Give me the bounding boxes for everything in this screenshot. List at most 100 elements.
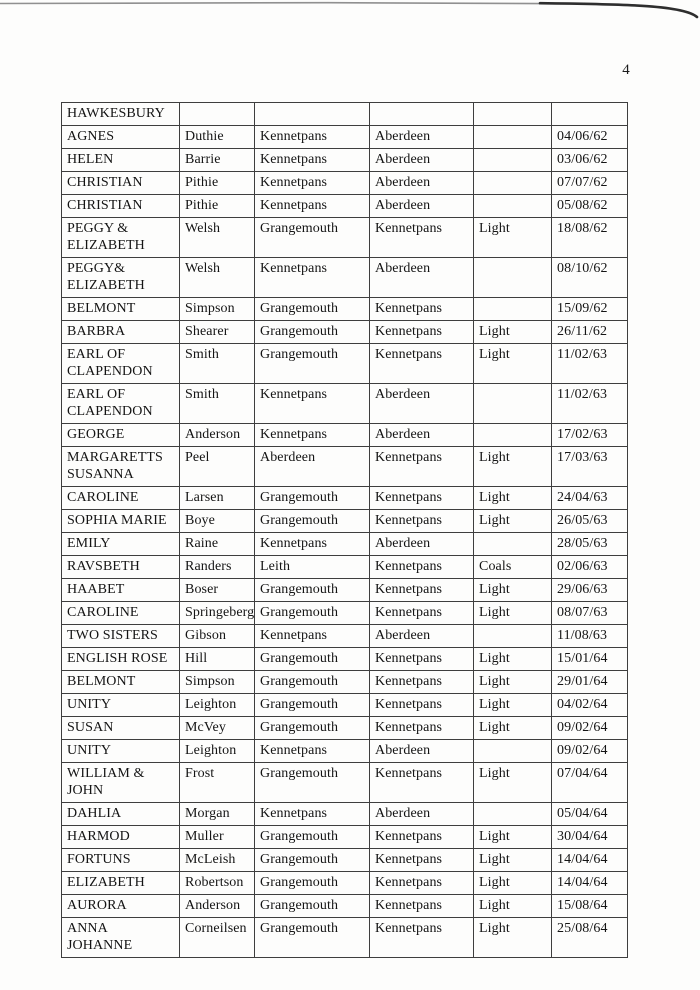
master-cell: Simpson — [179, 297, 255, 321]
master-cell: Randers — [179, 555, 255, 579]
vessel-cell: CAROLINE — [61, 486, 180, 510]
date-cell: 09/02/64 — [551, 739, 628, 763]
master-cell: Welsh — [179, 217, 255, 258]
master-cell — [179, 102, 255, 126]
table-row: CHRISTIAN Pithie Kennetpans Aberdeen 07/07/6… — [61, 171, 628, 195]
vessel-cell: FORTUNS — [61, 848, 180, 872]
master-cell: Muller — [179, 825, 255, 849]
master-cell: Frost — [179, 762, 255, 803]
cargo-cell: Light — [473, 509, 552, 533]
date-cell: 17/02/63 — [551, 423, 628, 447]
origin-cell: Grangemouth — [254, 343, 370, 384]
table-row: HARMOD Muller Grangemouth Kennetpans Light 30… — [61, 825, 628, 849]
vessel-cell: AURORA — [61, 894, 180, 918]
destination-cell: Kennetpans — [369, 871, 474, 895]
destination-cell: Kennetpans — [369, 601, 474, 625]
date-cell: 30/04/64 — [551, 825, 628, 849]
cargo-cell: Light — [473, 486, 552, 510]
ledger-table: HAWKESBURY AGNES Duthie Kennetpans Aberdeen 0… — [61, 102, 628, 958]
cargo-cell — [473, 297, 552, 321]
date-cell: 29/01/64 — [551, 670, 628, 694]
vessel-cell: TWO SISTERS — [61, 624, 180, 648]
date-cell: 11/02/63 — [551, 343, 628, 384]
vessel-cell: BARBRA — [61, 320, 180, 344]
destination-cell: Aberdeen — [369, 383, 474, 424]
cargo-cell — [473, 194, 552, 218]
date-cell: 05/08/62 — [551, 194, 628, 218]
master-cell: Morgan — [179, 802, 255, 826]
vessel-cell: AGNES — [61, 125, 180, 149]
date-cell: 17/03/63 — [551, 446, 628, 487]
vessel-cell: CHRISTIAN — [61, 171, 180, 195]
master-cell: McLeish — [179, 848, 255, 872]
origin-cell — [254, 102, 370, 126]
table-row: TWO SISTERS Gibson Kennetpans Aberdeen 11/08… — [61, 624, 628, 648]
cargo-cell: Light — [473, 848, 552, 872]
origin-cell: Kennetpans — [254, 739, 370, 763]
origin-cell: Kennetpans — [254, 194, 370, 218]
master-cell: Anderson — [179, 423, 255, 447]
origin-cell: Grangemouth — [254, 716, 370, 740]
cargo-cell — [473, 802, 552, 826]
master-cell: McVey — [179, 716, 255, 740]
date-cell: 15/09/62 — [551, 297, 628, 321]
scan-edge-artifact — [0, 1, 699, 19]
destination-cell: Kennetpans — [369, 555, 474, 579]
destination-cell: Kennetpans — [369, 647, 474, 671]
master-cell: Pithie — [179, 194, 255, 218]
date-cell: 29/06/63 — [551, 578, 628, 602]
cargo-cell: Light — [473, 693, 552, 717]
table-row: CAROLINE Springeberg Grangemouth Kennetpans… — [61, 601, 628, 625]
origin-cell: Grangemouth — [254, 320, 370, 344]
destination-cell — [369, 102, 474, 126]
date-cell: 04/02/64 — [551, 693, 628, 717]
origin-cell: Grangemouth — [254, 670, 370, 694]
destination-cell: Kennetpans — [369, 917, 474, 958]
destination-cell: Kennetpans — [369, 446, 474, 487]
table-row: BELMONT Simpson Grangemouth Kennetpans Light… — [61, 670, 628, 694]
date-cell: 26/11/62 — [551, 320, 628, 344]
destination-cell: Kennetpans — [369, 343, 474, 384]
destination-cell: Aberdeen — [369, 257, 474, 298]
vessel-cell: PEGGY& ELIZABETH — [61, 257, 180, 298]
date-cell — [551, 102, 628, 126]
vessel-cell: WILLIAM & JOHN — [61, 762, 180, 803]
cargo-cell: Light — [473, 601, 552, 625]
origin-cell: Kennetpans — [254, 802, 370, 826]
vessel-cell: HAWKESBURY — [61, 102, 180, 126]
origin-cell: Grangemouth — [254, 297, 370, 321]
table-row: UNITY Leighton Kennetpans Aberdeen 09/02/64 — [61, 739, 628, 763]
vessel-cell: UNITY — [61, 693, 180, 717]
origin-cell: Grangemouth — [254, 693, 370, 717]
origin-cell: Grangemouth — [254, 217, 370, 258]
cargo-cell: Light — [473, 446, 552, 487]
table-row: AURORA Anderson Grangemouth Kennetpans Light… — [61, 894, 628, 918]
table-row: FORTUNS McLeish Grangemouth Kennetpans Light… — [61, 848, 628, 872]
cargo-cell: Light — [473, 917, 552, 958]
vessel-cell: ENGLISH ROSE — [61, 647, 180, 671]
origin-cell: Leith — [254, 555, 370, 579]
date-cell: 02/06/63 — [551, 555, 628, 579]
date-cell: 14/04/64 — [551, 871, 628, 895]
vessel-cell: EARL OF CLAPENDON — [61, 383, 180, 424]
vessel-cell: BELMONT — [61, 297, 180, 321]
destination-cell: Aberdeen — [369, 802, 474, 826]
vessel-cell: GEORGE — [61, 423, 180, 447]
table-row: ANNA JOHANNE Corneilsen Grangemouth Kennetp… — [61, 917, 628, 958]
table-row: AGNES Duthie Kennetpans Aberdeen 04/06/62 — [61, 125, 628, 149]
page-number: 4 — [622, 62, 630, 78]
master-cell: Robertson — [179, 871, 255, 895]
origin-cell: Kennetpans — [254, 624, 370, 648]
destination-cell: Aberdeen — [369, 423, 474, 447]
origin-cell: Grangemouth — [254, 848, 370, 872]
origin-cell: Kennetpans — [254, 257, 370, 298]
vessel-cell: EMILY — [61, 532, 180, 556]
date-cell: 15/08/64 — [551, 894, 628, 918]
vessel-cell: UNITY — [61, 739, 180, 763]
origin-cell: Grangemouth — [254, 762, 370, 803]
destination-cell: Aberdeen — [369, 171, 474, 195]
table-row: RAVSBETH Randers Leith Kennetpans Coals 02/06… — [61, 555, 628, 579]
cargo-cell — [473, 383, 552, 424]
vessel-cell: HELEN — [61, 148, 180, 172]
